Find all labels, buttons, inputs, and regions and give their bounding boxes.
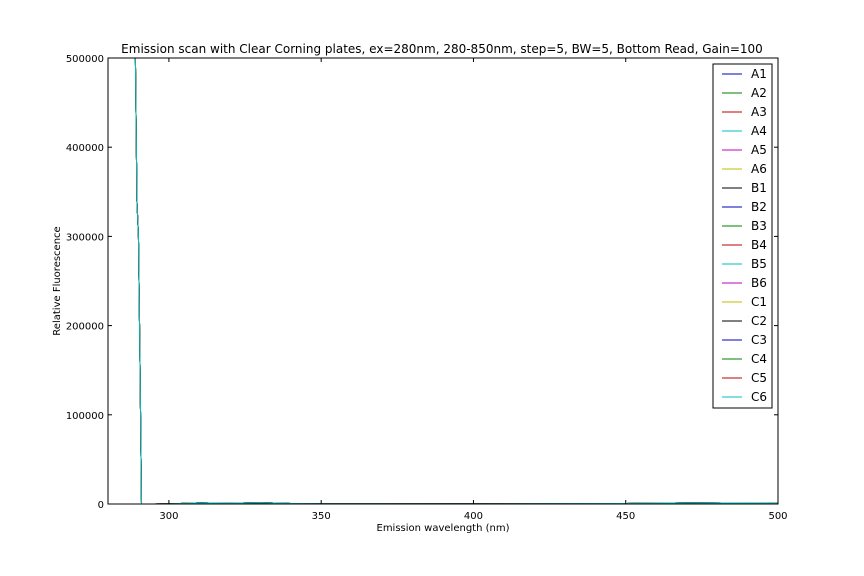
x-axis-label: Emission wavelength (nm) <box>377 523 510 534</box>
series-line-b1 <box>108 58 778 504</box>
legend-label-c6: C6 <box>751 390 767 404</box>
legend-label-a1: A1 <box>751 67 767 81</box>
y-tick-label: 400000 <box>66 143 104 154</box>
series-line-a6 <box>108 58 778 504</box>
x-axis: 300 350 400 450 500 <box>159 58 788 522</box>
legend-label-c3: C3 <box>751 333 767 347</box>
series-line-a5 <box>108 58 778 504</box>
legend-label-a5: A5 <box>751 143 767 157</box>
series-line-c6 <box>108 58 778 504</box>
legend-label-a3: A3 <box>751 105 767 119</box>
y-tick-label: 500000 <box>66 54 104 65</box>
legend-label-a4: A4 <box>751 124 767 138</box>
plot-area <box>107 57 779 505</box>
legend-label-b6: B6 <box>751 276 767 290</box>
legend-label-b4: B4 <box>751 238 767 252</box>
y-tick-label: 0 <box>98 500 104 511</box>
series-line-a3 <box>108 58 778 504</box>
x-tick-label: 300 <box>159 511 178 522</box>
legend-label-a6: A6 <box>751 162 767 176</box>
series-line-c2 <box>108 58 778 504</box>
legend-label-b1: B1 <box>751 181 767 195</box>
legend-label-b2: B2 <box>751 200 767 214</box>
chart-title: Emission scan with Clear Corning plates,… <box>121 42 763 56</box>
legend-label-b3: B3 <box>751 219 767 233</box>
series-line-a4 <box>108 58 778 504</box>
x-tick-label: 400 <box>464 511 483 522</box>
series-line-b2 <box>108 58 778 504</box>
x-tick-label: 500 <box>768 511 787 522</box>
series-line-c4 <box>108 58 778 504</box>
legend-box <box>712 63 773 409</box>
y-axis-label: Relative Fluorescence <box>52 226 63 335</box>
legend-label-c5: C5 <box>751 371 767 385</box>
series-line-c3 <box>108 58 778 504</box>
series-line-b3 <box>108 58 778 504</box>
y-axis: 0 100000 200000 300000 400000 500000 <box>66 54 778 511</box>
legend-label-c4: C4 <box>751 352 767 366</box>
y-tick-label: 200000 <box>66 322 104 333</box>
plot-frame <box>107 57 779 505</box>
legend-label-a2: A2 <box>751 86 767 100</box>
y-tick-label: 100000 <box>66 411 104 422</box>
legend-label-b5: B5 <box>751 257 767 271</box>
series-line-b6 <box>108 58 778 504</box>
y-tick-label: 300000 <box>66 232 104 243</box>
series-line-b5 <box>108 58 778 504</box>
legend-label-c2: C2 <box>751 314 767 328</box>
x-tick-label: 450 <box>616 511 635 522</box>
series-layer <box>108 58 778 504</box>
legend-label-c1: C1 <box>751 295 767 309</box>
series-line-a1 <box>108 58 778 504</box>
x-tick-label: 350 <box>312 511 331 522</box>
series-line-b4 <box>108 58 778 504</box>
legend: A1 A2 A3 A4 A5 A6 B1 B2 B3 B4 B5 B6 C1 C2 C3 C4 C5 C6 <box>712 63 773 409</box>
series-line-c1 <box>108 58 778 504</box>
series-line-c5 <box>108 58 778 504</box>
series-line-a2 <box>108 58 778 504</box>
